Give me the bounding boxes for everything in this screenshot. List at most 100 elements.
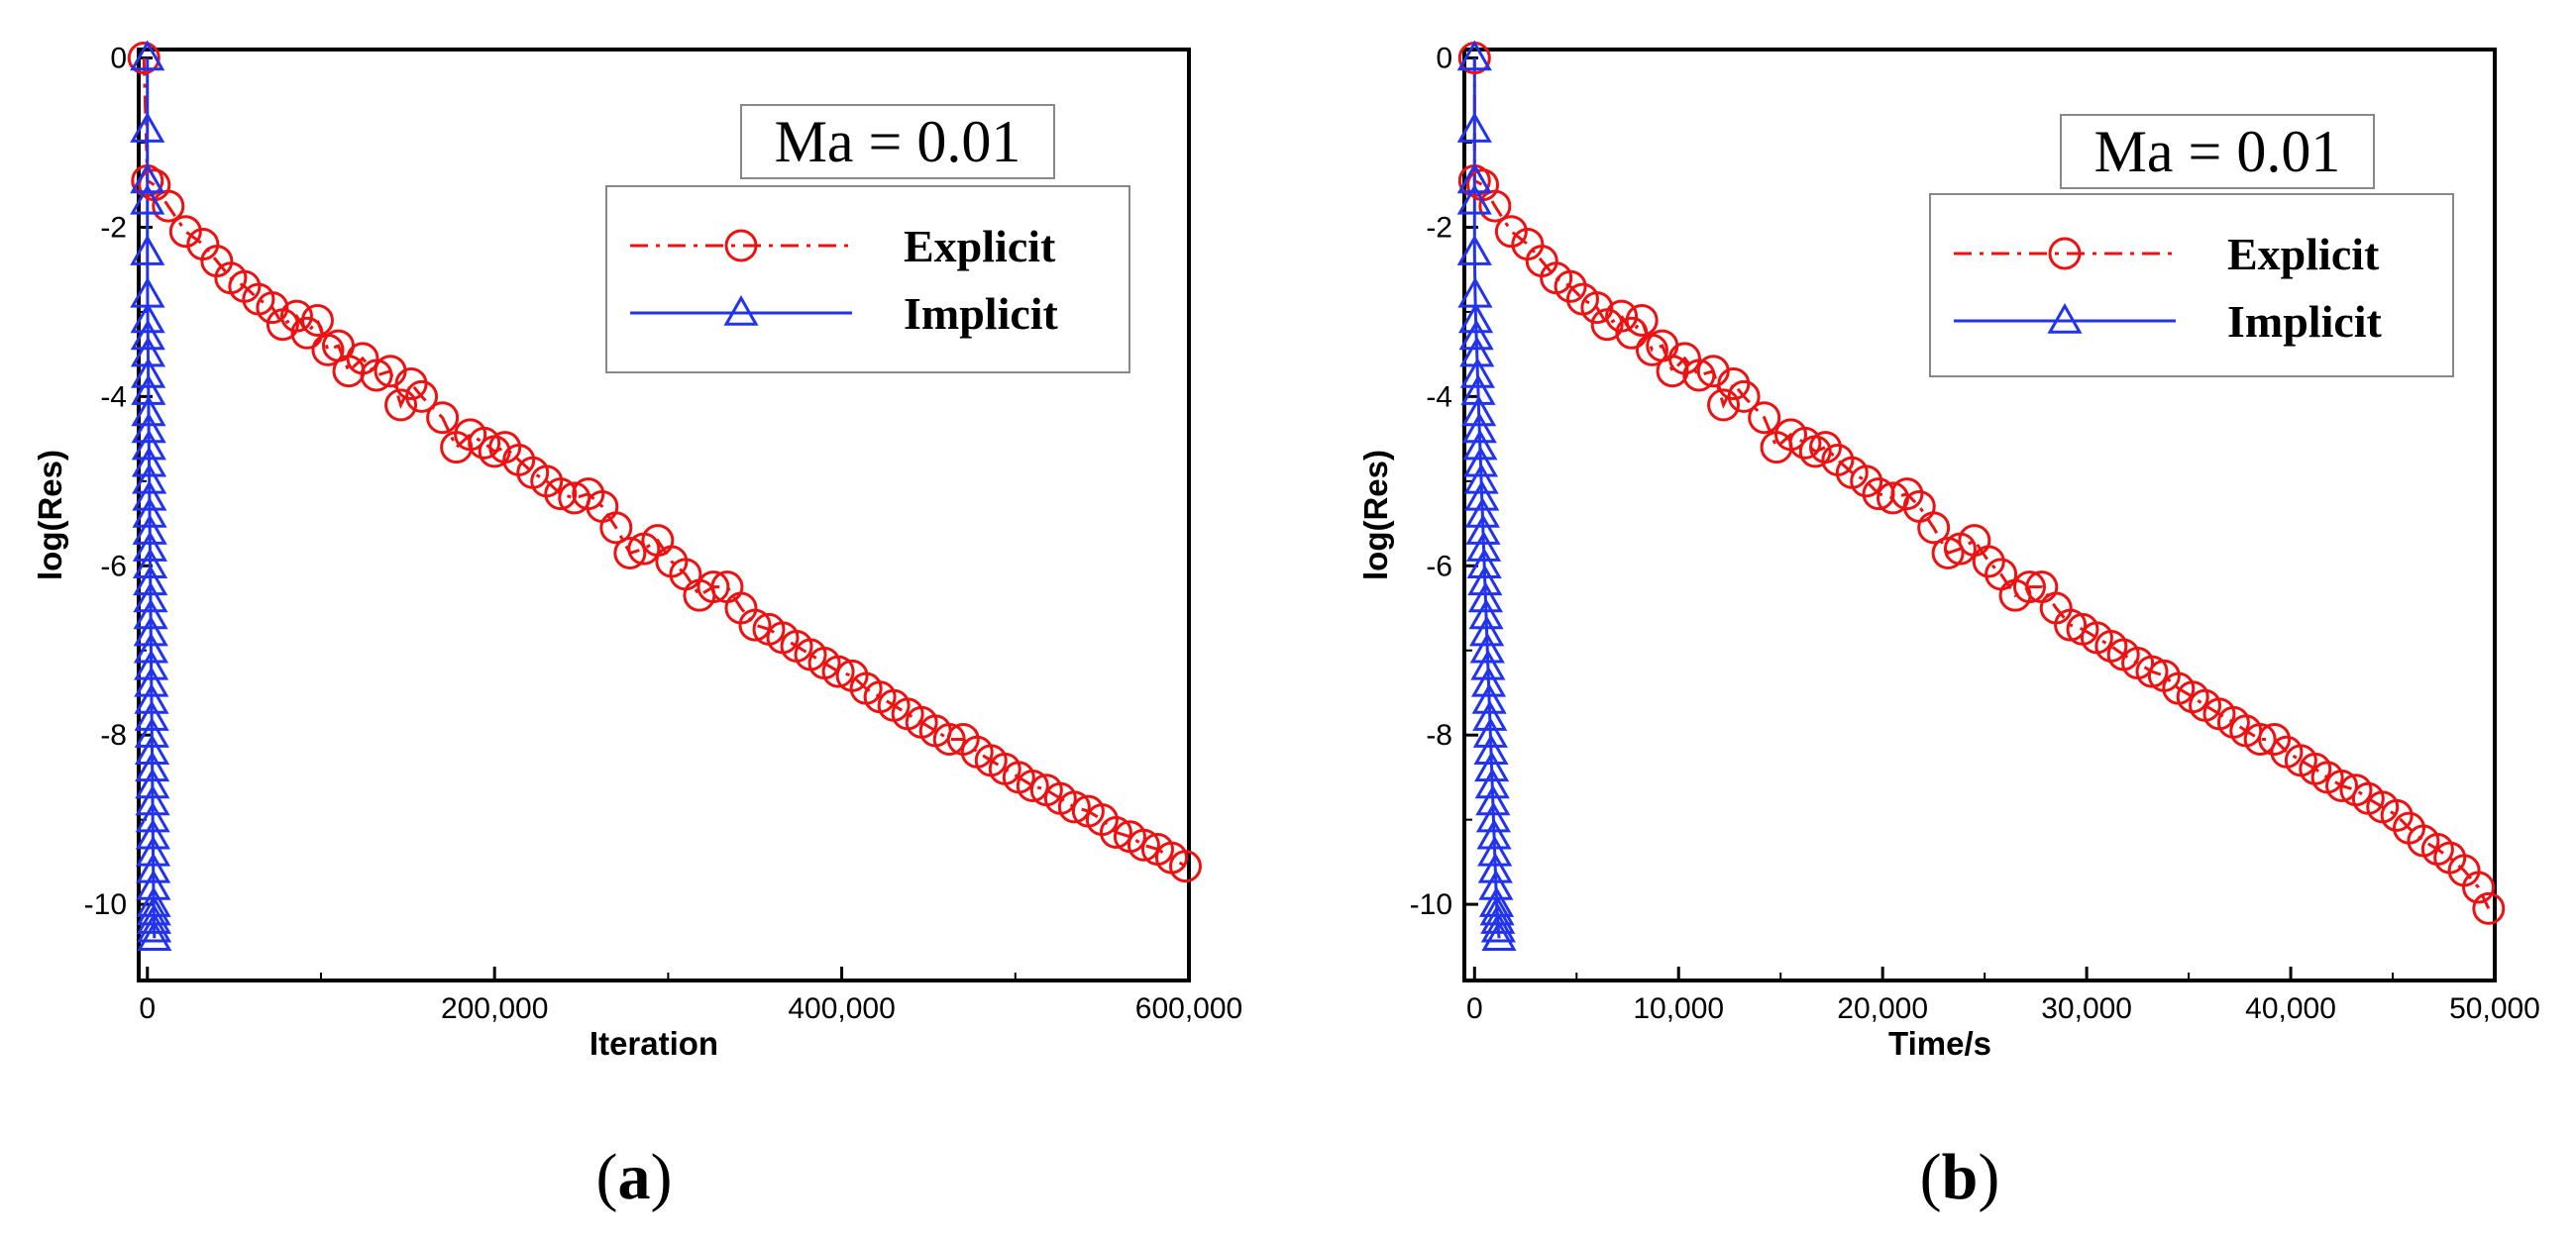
series-markers — [1456, 40, 2506, 952]
legend-explicit-label: Explicit — [904, 221, 1056, 271]
implicit-data-point — [1469, 615, 1505, 647]
implicit-data-point — [132, 496, 167, 528]
y-tick-label: -4 — [100, 380, 127, 413]
implicit-data-point — [1456, 40, 1492, 71]
implicit-data-point — [135, 835, 171, 867]
implicit-data-point — [1462, 446, 1499, 477]
implicit-data-point — [133, 581, 168, 613]
annotation-frame — [2060, 114, 2375, 189]
annotation-box: Ma = 0.01 — [740, 104, 1055, 179]
implicit-data-point — [132, 479, 167, 511]
x-axis: 0 10,000 20,000 30,000 40,000 50,000 — [1466, 967, 2540, 1025]
explicit-data-point — [168, 215, 202, 249]
y-axis: 0 -2 -4 -6 -8 -10 — [1410, 43, 1478, 921]
annotation-box: Ma = 0.01 — [2060, 114, 2375, 189]
explicit-data-point — [599, 511, 633, 545]
implicit-data-point — [1481, 920, 1517, 952]
implicit-data-point — [1470, 649, 1506, 680]
implicit-data-point — [134, 666, 169, 697]
x-tick-label: 600,000 — [1135, 992, 1242, 1025]
plot-frame — [1462, 48, 2497, 982]
explicit-data-point — [300, 303, 334, 337]
legend-frame — [1929, 193, 2454, 377]
implicit-data-point — [135, 751, 170, 782]
explicit-data-point — [384, 388, 418, 422]
explicit-data-point — [1494, 215, 1528, 249]
implicit-data-point — [1459, 357, 1495, 388]
implicit-data-point — [130, 336, 166, 367]
explicit-data-point — [1605, 299, 1639, 333]
implicit-data-point — [1468, 598, 1504, 630]
explicit-data-point — [1057, 790, 1091, 824]
implicit-data-point — [1465, 514, 1501, 545]
implicit-data-point — [133, 615, 168, 647]
implicit-data-point — [1456, 183, 1492, 215]
implicit-data-point — [1466, 548, 1502, 579]
implicit-data-point — [1472, 717, 1508, 748]
series-markers — [127, 40, 1202, 952]
explicit-data-point — [152, 189, 185, 223]
y-tick-label: 0 — [1436, 43, 1452, 75]
implicit-data-point — [133, 565, 168, 596]
plot-frame-group — [137, 48, 1191, 982]
y-tick-label: -4 — [1426, 380, 1452, 413]
implicit-data-point — [1473, 734, 1509, 766]
implicit-data-point — [135, 768, 170, 799]
explicit-data-point — [2462, 871, 2496, 904]
explicit-data-point — [2012, 570, 2046, 604]
explicit-data-point — [1748, 401, 1781, 435]
explicit-data-point — [1099, 815, 1132, 849]
explicit-data-point — [2325, 769, 2359, 802]
implicit-data-point — [1474, 768, 1510, 799]
implicit-data-point — [1456, 235, 1492, 265]
implicit-data-point — [1477, 835, 1513, 867]
explicit-data-point — [1917, 511, 1951, 545]
x-tick-label: 40,000 — [2245, 992, 2336, 1025]
implicit-data-point — [1465, 531, 1502, 562]
implicit-data-point — [1472, 700, 1508, 731]
explicit-data-point — [1682, 359, 1716, 392]
y-tick-label: -6 — [100, 550, 127, 582]
implicit-data-point — [1475, 801, 1512, 833]
series-lines — [1472, 57, 2491, 939]
implicit-data-point — [134, 734, 170, 766]
y-tick-label: -8 — [1426, 719, 1452, 752]
legend-implicit-label: Implicit — [904, 288, 1059, 339]
implicit-data-point — [1467, 565, 1503, 596]
legend-explicit-marker — [724, 229, 758, 262]
explicit-data-point — [1554, 269, 1587, 303]
explicit-data-point — [1580, 291, 1614, 325]
explicit-data-point — [1625, 303, 1659, 337]
implicit-data-point — [130, 162, 165, 194]
implicit-data-point — [136, 903, 172, 934]
implicit-data-point — [1480, 903, 1516, 934]
implicit-data-point — [134, 682, 169, 714]
implicit-data-point — [135, 784, 170, 816]
annotation-frame — [740, 104, 1055, 179]
implicit-data-point — [133, 598, 168, 630]
implicit-data-point — [131, 429, 166, 461]
x-axis-title: Time/s — [1888, 1025, 1991, 1062]
explicit-data-point — [1788, 426, 1822, 460]
annotation-text: Ma = 0.01 — [2094, 119, 2341, 184]
implicit-data-point — [1459, 336, 1495, 367]
x-tick-label: 10,000 — [1633, 992, 1724, 1025]
implicit-data-point — [1461, 395, 1497, 427]
implicit-data-point — [134, 717, 169, 748]
implicit-data-point — [1467, 581, 1504, 613]
legend-implicit-marker — [723, 294, 759, 326]
explicit-data-point — [1168, 850, 1202, 883]
x-axis-title: Iteration — [590, 1025, 718, 1062]
implicit-data-point — [1456, 112, 1492, 143]
panel-label: (a) — [596, 1141, 673, 1213]
y-tick-label: -8 — [100, 719, 127, 752]
y-axis-title: log(Res) — [1357, 450, 1394, 580]
x-tick-label: 0 — [139, 992, 156, 1025]
explicit-data-point — [1890, 477, 1924, 511]
explicit-data-point — [1478, 189, 1512, 223]
implicit-data-point — [1475, 784, 1511, 816]
implicit-data-point — [132, 548, 168, 579]
implicit-data-point — [134, 649, 169, 680]
y-axis: 0 -2 -4 -6 -8 -10 — [84, 43, 153, 921]
implicit-data-point — [132, 531, 167, 562]
